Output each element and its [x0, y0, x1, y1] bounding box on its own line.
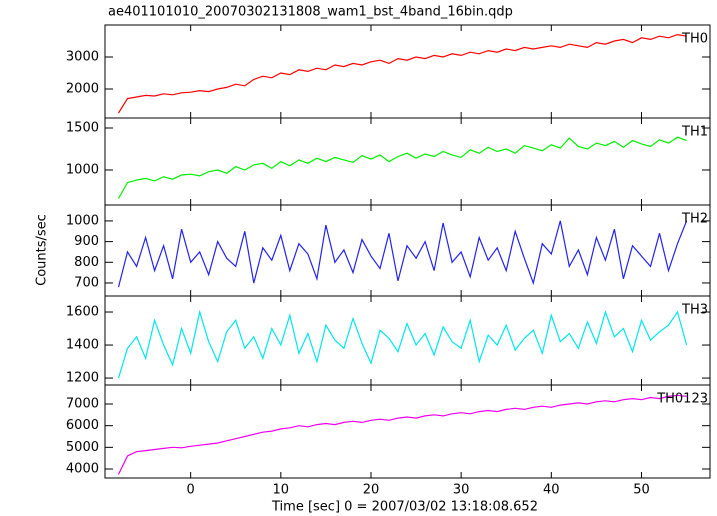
panel-label: TH1 [681, 125, 708, 140]
panel-frame [104, 295, 711, 386]
y-tick-label: 1200 [66, 371, 99, 386]
y-tick-label: 1600 [66, 305, 99, 320]
x-tick-label: 20 [363, 483, 380, 498]
x-tick-label: 0 [187, 483, 195, 498]
y-tick-label: 1500 [66, 120, 99, 135]
panel-frame [104, 384, 711, 479]
y-tick-label: 700 [74, 275, 99, 290]
y-tick-label: 800 [74, 255, 99, 270]
data-line [117, 394, 687, 475]
data-line [117, 220, 688, 288]
data-line [117, 33, 687, 114]
y-tick-label: 7000 [66, 397, 99, 412]
x-axis-label: Time [sec] 0 = 2007/03/02 13:18:08.652 [271, 500, 538, 515]
data-line [117, 309, 688, 379]
chart-title: ae401101010_20070302131808_wam1_bst_4ban… [108, 5, 513, 20]
y-tick-label: 2000 [66, 82, 99, 97]
panel-frame [104, 117, 711, 206]
data-line [117, 136, 687, 199]
panel-label: TH0123 [656, 392, 708, 407]
panel-label: TH0 [681, 32, 708, 47]
x-tick-label: 50 [633, 483, 650, 498]
y-tick-label: 3000 [66, 50, 99, 65]
panel-frame [104, 24, 711, 119]
y-axis-label: Counts/sec [35, 214, 50, 286]
x-tick-label: 40 [543, 483, 560, 498]
y-tick-label: 1000 [66, 162, 99, 177]
y-tick-label: 6000 [66, 418, 99, 433]
y-tick-label: 1400 [66, 338, 99, 353]
y-tick-label: 5000 [66, 440, 99, 455]
x-tick-label: 10 [273, 483, 290, 498]
panel-label: TH3 [681, 303, 708, 318]
panel-frame [104, 204, 711, 297]
x-tick-label: 30 [453, 483, 470, 498]
panel-label: TH2 [681, 212, 708, 227]
y-tick-label: 900 [74, 234, 99, 249]
y-tick-label: 1000 [66, 213, 99, 228]
y-tick-label: 4000 [66, 462, 99, 477]
